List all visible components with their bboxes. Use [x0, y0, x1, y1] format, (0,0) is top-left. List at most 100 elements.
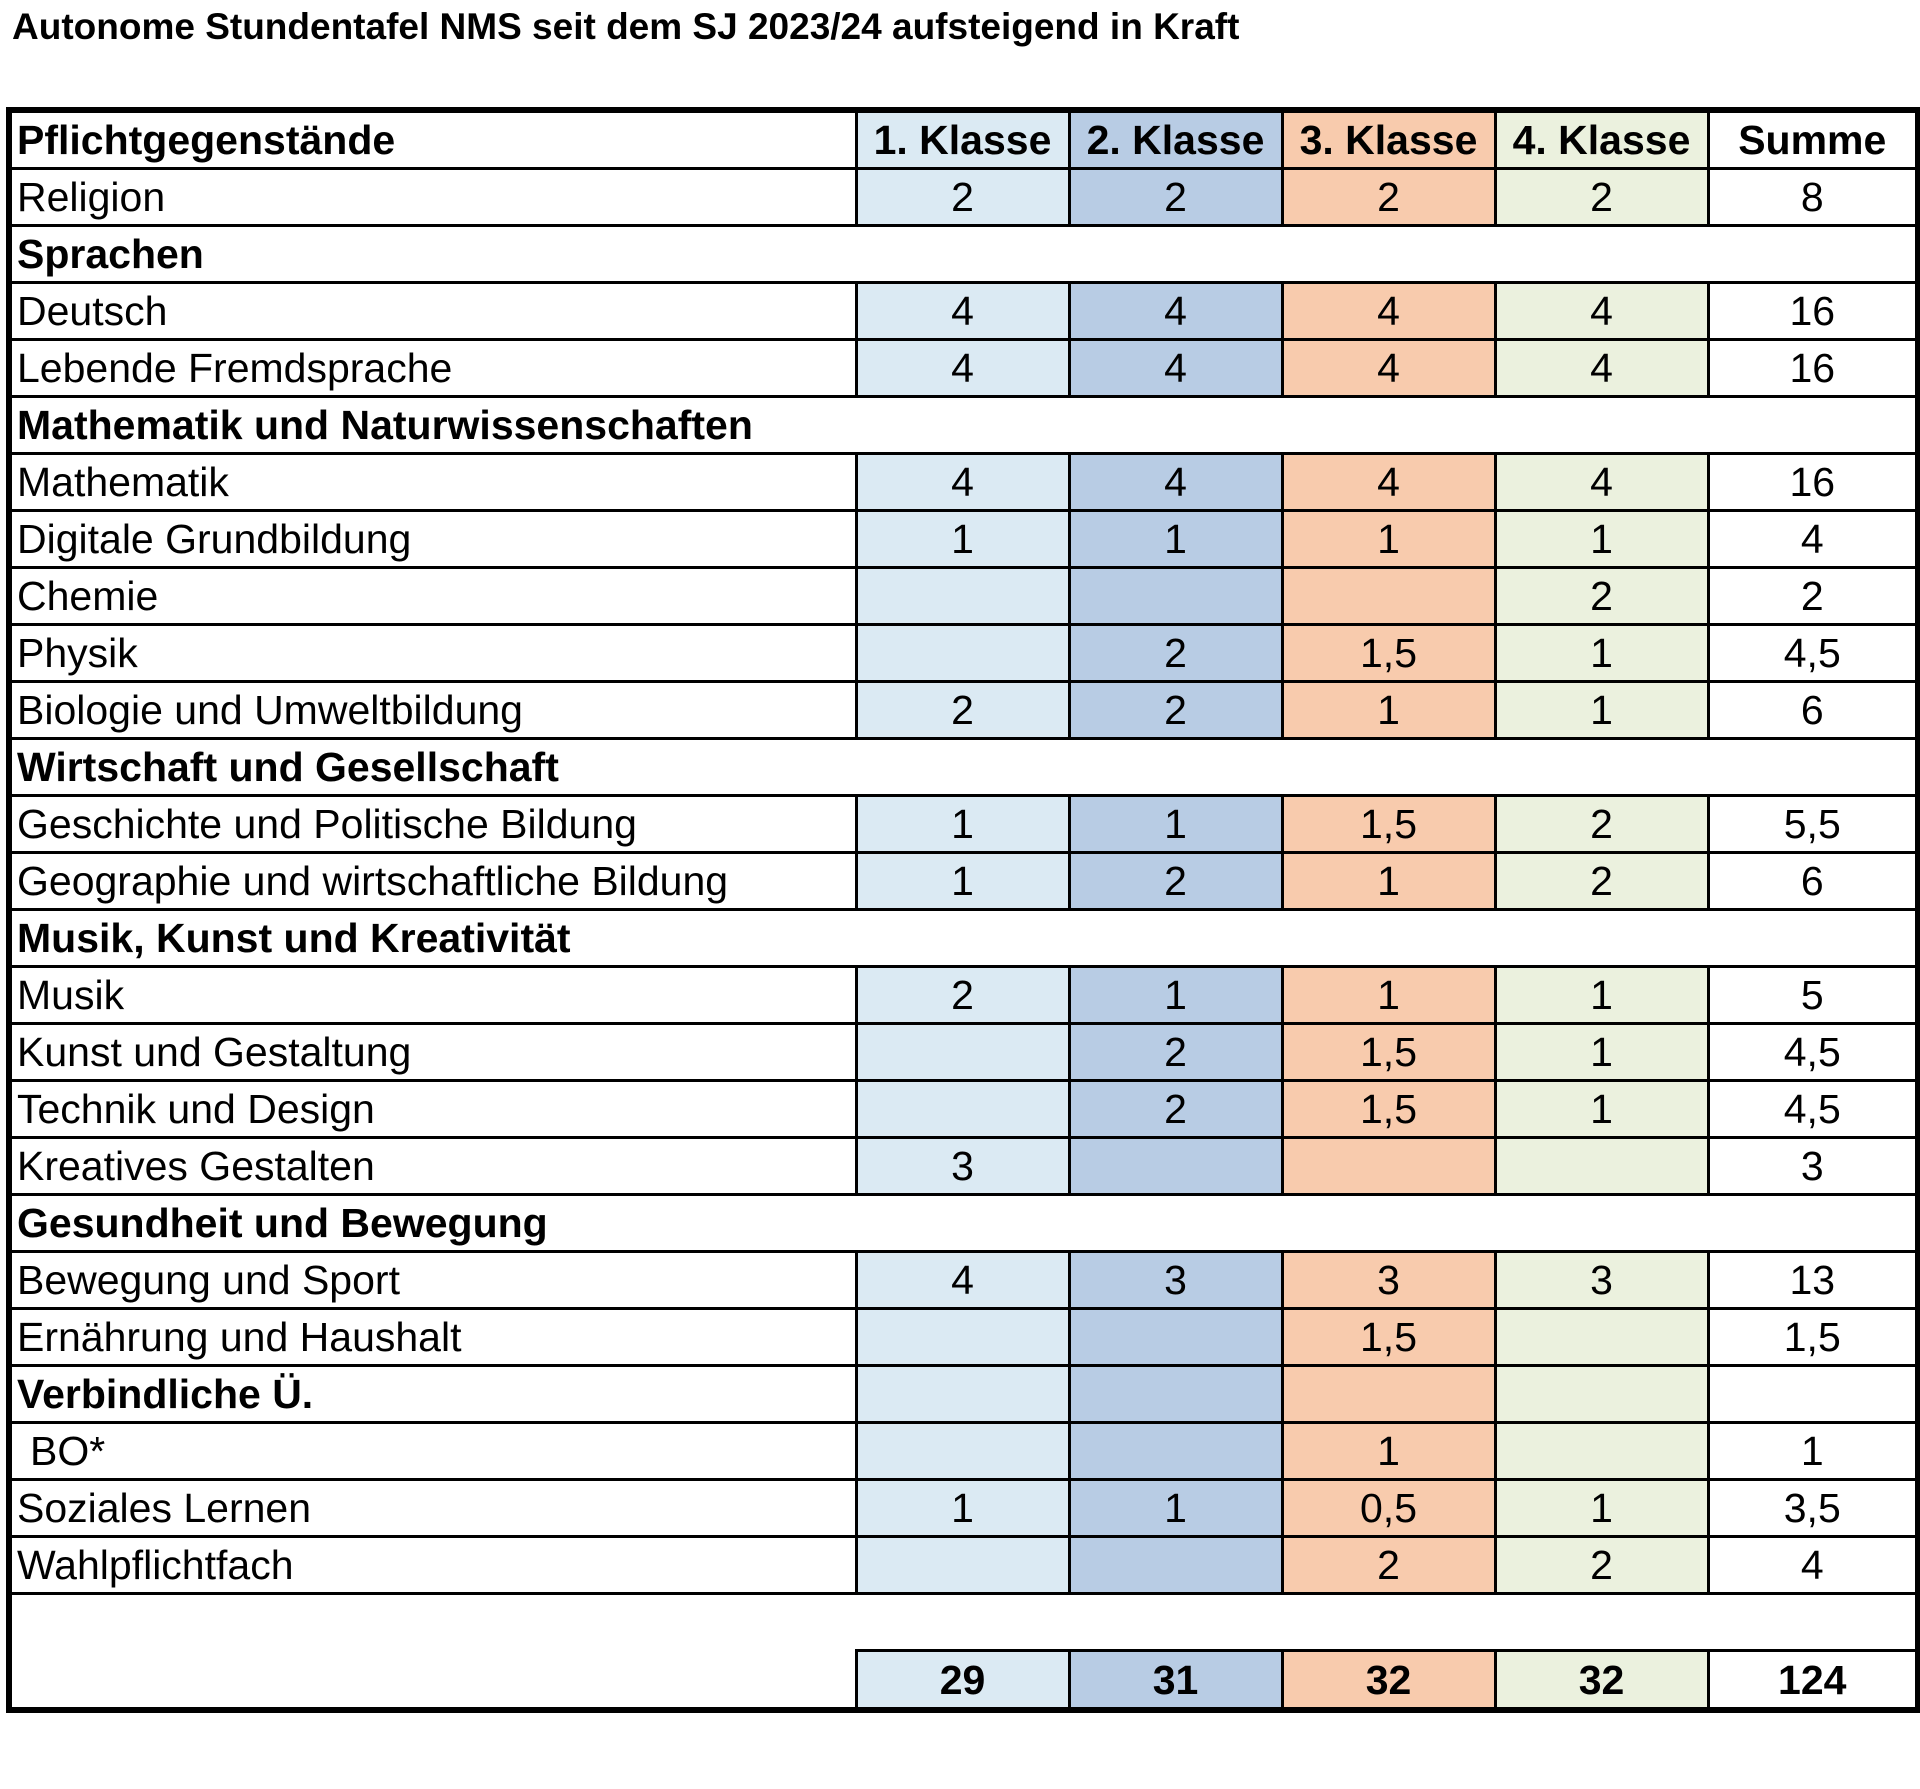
- subject-label: Wahlpflichtfach: [7, 1535, 858, 1595]
- cell-klasse-1: 1: [854, 509, 1071, 569]
- cell-klasse-4: [1493, 1307, 1710, 1367]
- cell-klasse-3: 3: [1280, 1250, 1497, 1310]
- subject-row: Ernährung und Haushalt 1,5 1,5: [7, 1307, 1920, 1367]
- cell-klasse-3: 4: [1280, 338, 1497, 398]
- subject-row: Physik 2 1,5 1 4,5: [7, 623, 1920, 683]
- cell-summe: 3,5: [1706, 1478, 1920, 1538]
- cell-summe: 4,5: [1706, 1022, 1920, 1082]
- cell-klasse-1: 1: [854, 794, 1071, 854]
- cell-klasse-2: 3: [1067, 1250, 1284, 1310]
- cell-summe: 4,5: [1706, 623, 1920, 683]
- cell-klasse-3: [1280, 1136, 1497, 1196]
- cell-klasse-4: [1493, 1136, 1710, 1196]
- subject-label: Mathematik: [7, 452, 858, 512]
- total-klasse-2: 31: [1067, 1649, 1284, 1712]
- cell-klasse-2: 1: [1067, 1478, 1284, 1538]
- cell-klasse-1: [854, 566, 1071, 626]
- cell-klasse-1: 1: [854, 1478, 1071, 1538]
- cell-klasse-2: 2: [1067, 1079, 1284, 1139]
- subject-row: Religion 2 2 2 2 8: [7, 167, 1920, 227]
- cell-klasse-1: 2: [854, 680, 1071, 740]
- subject-label: Lebende Fremdsprache: [7, 338, 858, 398]
- subject-label: Bewegung und Sport: [7, 1250, 858, 1310]
- cell-summe: 4: [1706, 509, 1920, 569]
- cell-summe: 1: [1706, 1421, 1920, 1481]
- subject-label: Soziales Lernen: [7, 1478, 858, 1538]
- subject-row: Lebende Fremdsprache 4 4 4 4 16: [7, 338, 1920, 398]
- subject-label: Geographie und wirtschaftliche Bildung: [7, 851, 858, 911]
- subject-row: Kreatives Gestalten 3 3: [7, 1136, 1920, 1196]
- cell-klasse-3: 1,5: [1280, 1079, 1497, 1139]
- subject-label: BO*: [7, 1421, 858, 1481]
- cell-klasse-1: 2: [854, 167, 1071, 227]
- cell-klasse-4: 1: [1493, 509, 1710, 569]
- subject-label: Geschichte und Politische Bildung: [7, 794, 858, 854]
- cell-klasse-3: [1280, 1364, 1497, 1424]
- cell-klasse-2: [1067, 1136, 1284, 1196]
- cell-klasse-2: 4: [1067, 281, 1284, 341]
- cell-klasse-3: 4: [1280, 281, 1497, 341]
- subject-row: Chemie 2 2: [7, 566, 1920, 626]
- subject-label: Biologie und Umweltbildung: [7, 680, 858, 740]
- cell-summe: 4,5: [1706, 1079, 1920, 1139]
- section-row: Verbindliche Ü.: [7, 1364, 1920, 1424]
- cell-klasse-1: 1: [854, 851, 1071, 911]
- cell-klasse-4: 1: [1493, 623, 1710, 683]
- cell-klasse-4: 2: [1493, 566, 1710, 626]
- subject-label: Kunst und Gestaltung: [7, 1022, 858, 1082]
- cell-klasse-4: 1: [1493, 965, 1710, 1025]
- cell-klasse-4: [1493, 1421, 1710, 1481]
- header-klasse-2: 2. Klasse: [1067, 108, 1284, 170]
- cell-klasse-4: 2: [1493, 1535, 1710, 1595]
- cell-klasse-3: 0,5: [1280, 1478, 1497, 1538]
- cell-summe: 3: [1706, 1136, 1920, 1196]
- cell-klasse-1: 2: [854, 965, 1071, 1025]
- cell-klasse-2: 2: [1067, 167, 1284, 227]
- subject-row: Wahlpflichtfach 2 2 4: [7, 1535, 1920, 1595]
- header-pflichtgegenstaende: Pflichtgegenstände: [7, 108, 858, 170]
- subject-label: Deutsch: [7, 281, 858, 341]
- cell-klasse-1: [854, 1079, 1071, 1139]
- subject-row: Biologie und Umweltbildung 2 2 1 1 6: [7, 680, 1920, 740]
- subject-label: Chemie: [7, 566, 858, 626]
- subject-label: Technik und Design: [7, 1079, 858, 1139]
- subject-row: BO* 1 1: [7, 1421, 1920, 1481]
- section-label: Mathematik und Naturwissenschaften: [7, 395, 1920, 455]
- section-row: Mathematik und Naturwissenschaften: [7, 395, 1920, 455]
- cell-klasse-3: 1,5: [1280, 1022, 1497, 1082]
- cell-klasse-1: [854, 1022, 1071, 1082]
- cell-klasse-3: 4: [1280, 452, 1497, 512]
- cell-klasse-3: 1: [1280, 1421, 1497, 1481]
- cell-klasse-2: 2: [1067, 851, 1284, 911]
- subject-row: Kunst und Gestaltung 2 1,5 1 4,5: [7, 1022, 1920, 1082]
- header-row: Pflichtgegenstände 1. Klasse 2. Klasse 3. K…: [7, 108, 1920, 170]
- cell-klasse-4: [1493, 1364, 1710, 1424]
- cell-klasse-1: 3: [854, 1136, 1071, 1196]
- section-label: Sprachen: [7, 224, 1920, 284]
- subject-row: Deutsch 4 4 4 4 16: [7, 281, 1920, 341]
- cell-klasse-1: [854, 1421, 1071, 1481]
- cell-klasse-2: 1: [1067, 509, 1284, 569]
- cell-klasse-2: [1067, 1421, 1284, 1481]
- cell-klasse-3: 1: [1280, 965, 1497, 1025]
- cell-klasse-4: 3: [1493, 1250, 1710, 1310]
- subject-row: Technik und Design 2 1,5 1 4,5: [7, 1079, 1920, 1139]
- cell-klasse-1: 4: [854, 452, 1071, 512]
- subject-row: Bewegung und Sport 4 3 3 3 13: [7, 1250, 1920, 1310]
- cell-summe: 13: [1706, 1250, 1920, 1310]
- total-klasse-3: 32: [1280, 1649, 1497, 1712]
- spacer-row: [9, 1594, 1918, 1651]
- spacer-cell: [9, 1594, 1918, 1651]
- section-row: Sprachen: [7, 224, 1920, 284]
- cell-klasse-1: [854, 623, 1071, 683]
- cell-klasse-1: [854, 1364, 1071, 1424]
- page-title: Autonome Stundentafel NMS seit dem SJ 20…: [12, 6, 1240, 47]
- cell-klasse-1: [854, 1535, 1071, 1595]
- subject-label: Ernährung und Haushalt: [7, 1307, 858, 1367]
- cell-klasse-2: [1067, 1535, 1284, 1595]
- cell-klasse-2: 4: [1067, 452, 1284, 512]
- total-klasse-1: 29: [854, 1649, 1071, 1712]
- cell-klasse-2: 4: [1067, 338, 1284, 398]
- cell-klasse-2: 1: [1067, 965, 1284, 1025]
- subject-label: Digitale Grundbildung: [7, 509, 858, 569]
